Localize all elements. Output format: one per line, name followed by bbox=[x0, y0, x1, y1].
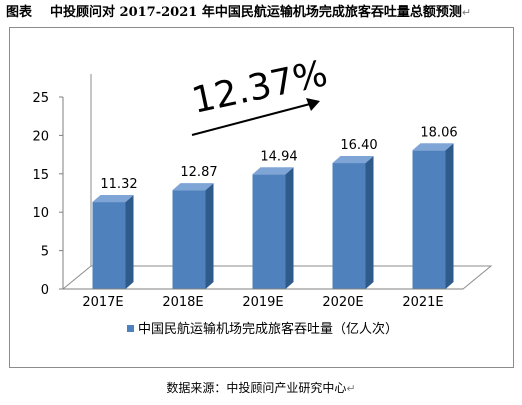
figure-title-text: 中投顾问对 2017-2021 年中国民航运输机场完成旅客吞吐量总额预测 bbox=[50, 5, 462, 20]
data-label: 18.06 bbox=[420, 125, 457, 140]
bar-top bbox=[92, 195, 134, 203]
data-label: 14.94 bbox=[260, 149, 297, 164]
bar-side bbox=[205, 183, 214, 289]
x-tick-label: 2021E bbox=[402, 295, 443, 310]
bar-front bbox=[332, 163, 366, 289]
source-note: 数据来源：中投顾问产业研究中心↵ bbox=[0, 380, 522, 397]
source-text: 数据来源：中投顾问产业研究中心 bbox=[166, 381, 347, 395]
figure-title: 图表 中投顾问对 2017-2021 年中国民航运输机场完成旅客吞吐量总额预测↵ bbox=[0, 2, 522, 24]
bar-top bbox=[412, 143, 454, 151]
bar-front bbox=[412, 150, 446, 289]
paragraph-mark-source: ↵ bbox=[346, 382, 356, 395]
data-label: 11.32 bbox=[100, 177, 137, 192]
legend-swatch bbox=[127, 325, 134, 332]
x-tick-label: 2017E bbox=[82, 295, 123, 310]
bar-front bbox=[172, 190, 206, 289]
y-tick-label: 5 bbox=[41, 245, 49, 260]
data-label: 16.40 bbox=[340, 138, 377, 153]
bar-front bbox=[252, 174, 286, 289]
bar-top bbox=[332, 156, 374, 164]
legend-label: 中国民航运输机场完成旅客吞吐量（亿人次） bbox=[138, 321, 398, 337]
bar-side bbox=[125, 195, 134, 289]
bar-side bbox=[365, 156, 374, 289]
growth-arrow-line bbox=[191, 103, 311, 136]
x-tick-label: 2020E bbox=[322, 295, 363, 310]
x-tick-label: 2018E bbox=[162, 295, 203, 310]
growth-arrow-head bbox=[306, 98, 320, 111]
growth-annotation: 12.37% bbox=[188, 53, 331, 122]
bar-top bbox=[252, 167, 294, 175]
y-tick-label: 10 bbox=[32, 206, 49, 221]
y-tick-label: 25 bbox=[32, 91, 49, 106]
x-tick-label: 2019E bbox=[242, 295, 283, 310]
bar-top bbox=[172, 183, 214, 191]
y-tick-label: 0 bbox=[41, 283, 49, 298]
y-tick-label: 20 bbox=[32, 129, 49, 144]
bar-front bbox=[92, 202, 126, 289]
bar-side bbox=[445, 143, 454, 289]
bar-side bbox=[285, 167, 294, 289]
paragraph-mark: ↵ bbox=[461, 6, 472, 19]
y-tick-label: 15 bbox=[32, 168, 49, 183]
data-label: 12.87 bbox=[180, 165, 217, 180]
figure-label: 图表 bbox=[6, 5, 33, 20]
